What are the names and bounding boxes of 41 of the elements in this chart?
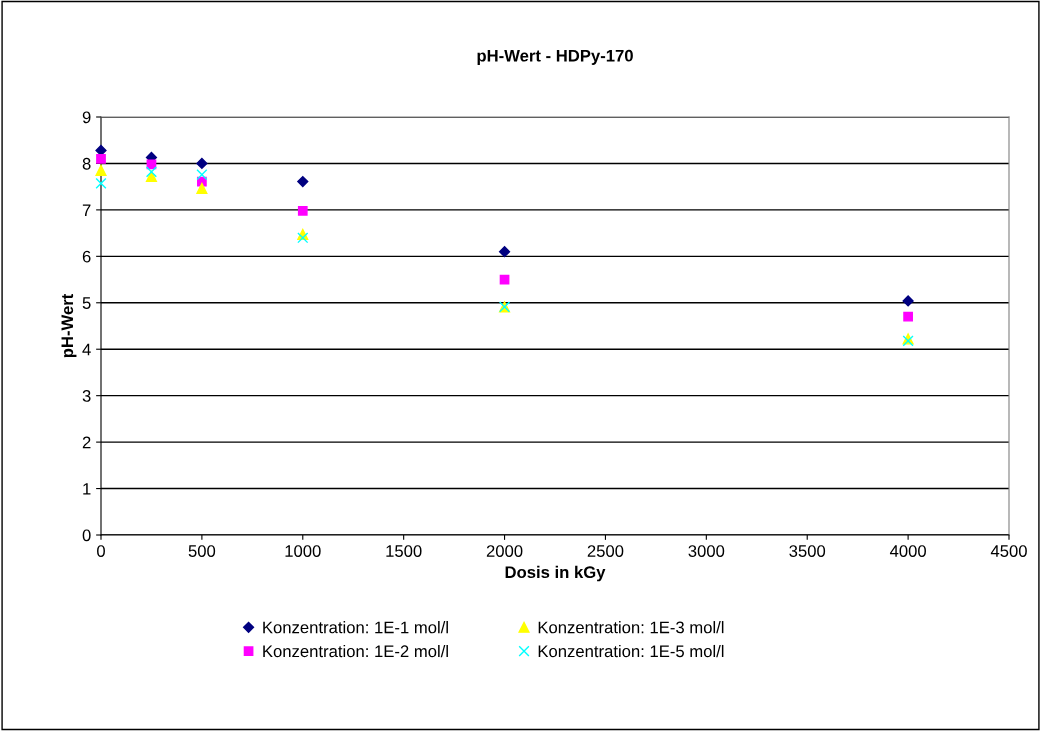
legend-label: Konzentration: 1E-5 mol/l bbox=[538, 644, 724, 658]
point bbox=[96, 153, 106, 164]
legend-label: Konzentration: 1E-1 mol/l bbox=[263, 621, 448, 634]
point bbox=[498, 246, 511, 258]
x-tick-label: 4500 bbox=[990, 545, 1027, 557]
point bbox=[297, 175, 309, 188]
x-tick-label: 0 bbox=[97, 545, 105, 557]
point bbox=[145, 166, 158, 178]
point bbox=[196, 169, 208, 181]
x-axis-title: Dosis in kGy bbox=[505, 565, 606, 582]
y-tick-label: 0 bbox=[82, 529, 91, 542]
y-tick-label: 2 bbox=[82, 436, 91, 449]
x-tick-label: 3000 bbox=[688, 545, 725, 557]
x-tick-label: 2500 bbox=[587, 545, 624, 557]
legend-label: Konzentration: 1E-2 mol/l bbox=[263, 644, 448, 658]
y-tick-label: 9 bbox=[82, 111, 91, 124]
x-tick-label: 1000 bbox=[285, 545, 321, 557]
y-tick-label: 8 bbox=[82, 157, 91, 170]
x-tick-label: 4000 bbox=[889, 545, 926, 557]
chart-title: pH-Wert - HDPy-170 bbox=[477, 49, 633, 65]
legend-label: Konzentration: 1E-3 mol/l bbox=[538, 621, 724, 634]
y-tick-label: 4 bbox=[82, 343, 91, 356]
x-tick-label: 1500 bbox=[386, 545, 422, 557]
x-tick-label: 500 bbox=[188, 545, 216, 557]
y-tick-label: 1 bbox=[83, 483, 91, 495]
point bbox=[902, 295, 914, 307]
point bbox=[297, 205, 308, 216]
point bbox=[903, 311, 913, 322]
y-axis-title: pH-Wert bbox=[61, 293, 77, 358]
point bbox=[95, 164, 107, 176]
point bbox=[196, 182, 208, 195]
point bbox=[196, 157, 208, 170]
y-tick-label: 5 bbox=[82, 297, 91, 309]
x-tick-label: 2000 bbox=[486, 545, 523, 557]
y-tick-label: 6 bbox=[82, 250, 91, 263]
point bbox=[297, 232, 309, 244]
point bbox=[95, 177, 107, 189]
y-tick-label: 7 bbox=[82, 204, 91, 216]
point bbox=[145, 170, 158, 183]
x-tick-label: 3500 bbox=[789, 545, 826, 557]
y-tick-label: 3 bbox=[82, 390, 91, 402]
